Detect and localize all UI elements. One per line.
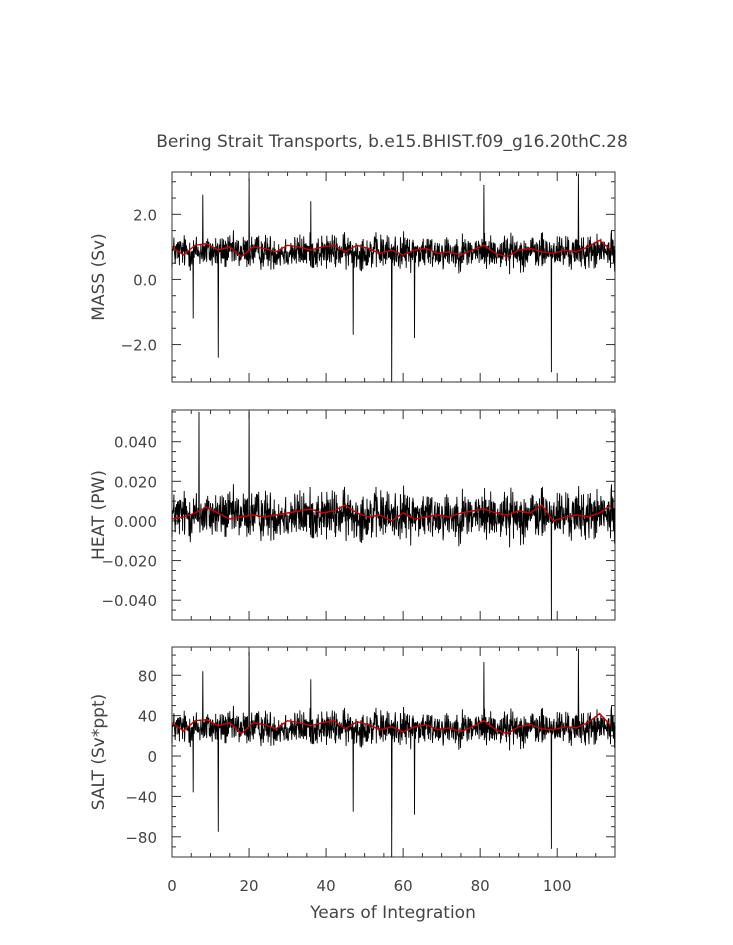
series-monthly	[171, 173, 616, 383]
series-monthly	[171, 411, 616, 621]
x-axis-label: Years of Integration	[309, 903, 476, 923]
y-axis-label: SALT (Sv*ppt)	[89, 694, 109, 811]
y-tick-label: −0.040	[101, 592, 157, 610]
series-annual-mean	[171, 712, 612, 735]
series-annual-mean	[171, 504, 612, 522]
y-tick-label: 2.0	[133, 206, 157, 224]
series-annual-mean	[171, 239, 612, 258]
y-tick-label: 80	[138, 667, 157, 685]
panels: 2.0 0.0 −2.0 MASS (Sv) 0.040 0.020 0.000 −0.020…	[89, 171, 616, 895]
x-tick-label: 100	[543, 877, 572, 895]
x-tick-label: 40	[317, 877, 336, 895]
panel-frame	[171, 171, 616, 383]
x-tick-label: 20	[239, 877, 258, 895]
y-tick-label: −2.0	[121, 337, 157, 355]
y-tick-label: 0.040	[114, 434, 157, 452]
panel-1: 2.0 0.0 −2.0 MASS (Sv)	[89, 171, 616, 383]
y-tick-label: −0.020	[101, 553, 157, 571]
y-tick-label: 0.000	[114, 513, 157, 531]
y-tick-label: 40	[138, 708, 157, 726]
y-axis-label: HEAT (PW)	[89, 470, 109, 560]
panel-2: 0.040 0.020 0.000 −0.020 −0.040 HEAT (PW)	[89, 409, 616, 621]
y-tick-label: 0.020	[114, 473, 157, 491]
y-tick-label: 0	[147, 748, 157, 766]
series-monthly	[171, 648, 616, 858]
x-tick-label: 60	[394, 877, 413, 895]
chart-title: Bering Strait Transports, b.e15.BHIST.f0…	[156, 132, 628, 152]
x-tick-label: 0	[167, 877, 177, 895]
y-tick-label: −80	[125, 829, 157, 847]
y-axis-label: MASS (Sv)	[89, 233, 109, 320]
panel-frame	[171, 646, 616, 858]
y-tick-label: −40	[125, 788, 157, 806]
panel-3: 80 40 0 −40 −80 SALT (Sv*ppt)	[89, 646, 616, 858]
y-tick-label: 0.0	[133, 271, 157, 289]
x-tick-label: 80	[471, 877, 490, 895]
